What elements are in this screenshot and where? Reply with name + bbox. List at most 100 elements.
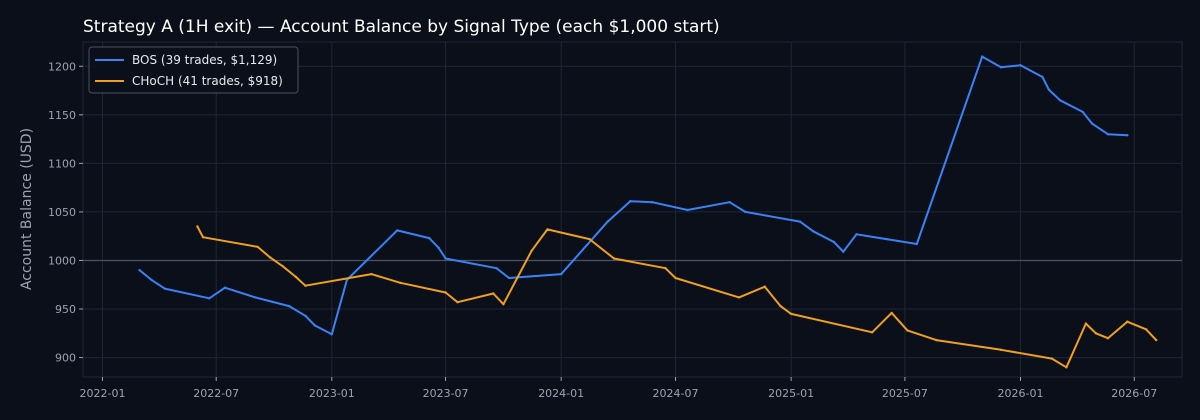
data-point-bos (1090, 122, 1094, 125)
data-point-choch (999, 348, 1003, 351)
data-point-choch (502, 303, 505, 306)
data-point-choch (444, 291, 447, 294)
axis-layer: 900 950 1000 1050 1100 1150 1200 2022-01 2022-07… (48, 60, 1157, 400)
data-point-bos (1047, 88, 1051, 91)
data-point-choch (674, 276, 677, 280)
data-point-bos (744, 210, 747, 214)
data-point-choch (294, 275, 298, 279)
data-point-choch (546, 228, 549, 231)
data-point-choch (871, 331, 874, 334)
data-point-choch (935, 338, 938, 342)
y-tick-label: 1150 (48, 109, 76, 122)
y-tick-label: 1100 (48, 157, 76, 170)
data-point-bos (999, 66, 1003, 69)
data-point-choch (201, 236, 205, 239)
data-point-bos (842, 250, 845, 253)
data-point-choch (612, 257, 616, 260)
data-point-bos (163, 287, 166, 290)
legend: BOS (39 trades, $1,129) CHoCH (41 trades… (88, 46, 299, 94)
data-point-bos (254, 296, 257, 299)
data-point-choch (530, 249, 533, 252)
data-point-bos (812, 230, 815, 233)
data-point-bos (1041, 75, 1044, 79)
x-tick-label: 2024-01 (538, 387, 584, 400)
data-point-bos (223, 286, 227, 289)
data-point-bos (855, 233, 858, 236)
data-point-choch (1155, 338, 1158, 342)
x-tick-label: 2026-07 (1111, 387, 1157, 400)
data-point-choch (1126, 320, 1129, 323)
x-tick-label: 2022-01 (79, 387, 125, 400)
data-point-choch (492, 292, 495, 295)
x-tick-label: 2023-07 (423, 387, 469, 400)
data-point-choch (281, 265, 284, 268)
x-tick-label: 2023-01 (309, 387, 355, 400)
data-point-choch (588, 237, 591, 241)
data-point-choch (269, 256, 272, 259)
data-point-bos (560, 272, 563, 276)
data-point-bos (728, 201, 731, 204)
y-tick-label: 950 (55, 303, 76, 316)
y-axis-title: Account Balance (USD) (19, 128, 35, 290)
data-point-choch (1050, 357, 1054, 360)
data-point-bos (330, 333, 333, 336)
data-point-bos (1019, 64, 1022, 67)
data-point-bos (313, 324, 317, 327)
data-point-bos (138, 269, 141, 272)
legend-label-bos: BOS (39 trades, $1,129) (132, 53, 277, 67)
x-tick-label: 2024-07 (653, 387, 699, 400)
data-point-bos (208, 297, 211, 300)
data-point-choch (779, 304, 782, 308)
data-point-bos (832, 240, 836, 244)
data-point-choch (664, 267, 667, 270)
plot-frame (82, 41, 1183, 378)
data-point-choch (1084, 322, 1088, 325)
data-point-choch (1106, 337, 1110, 340)
series-choch (196, 225, 1158, 369)
data-point-bos (396, 229, 399, 232)
data-point-choch (1094, 332, 1098, 335)
y-tick-label: 1050 (48, 206, 76, 219)
data-point-bos (1081, 110, 1084, 114)
data-point-bos (150, 278, 153, 282)
legend-label-choch: CHoCH (41 trades, $918) (132, 74, 283, 88)
data-point-bos (686, 208, 689, 212)
data-point-choch (456, 301, 459, 304)
data-point-bos (915, 242, 918, 246)
data-point-choch (890, 311, 893, 315)
data-point-choch (1065, 366, 1068, 369)
x-tick-label: 2022-07 (193, 387, 239, 400)
x-tick-label: 2025-01 (768, 387, 814, 400)
data-point-bos (629, 200, 632, 203)
data-point-bos (798, 220, 802, 223)
data-point-bos (981, 55, 984, 58)
x-tick-label: 2026-01 (998, 387, 1044, 400)
data-point-choch (196, 225, 199, 228)
data-point-choch (906, 329, 909, 332)
y-tick-label: 900 (55, 352, 76, 365)
data-point-bos (1106, 133, 1110, 136)
data-point-bos (1126, 134, 1129, 137)
x-tick-label: 2025-07 (882, 387, 928, 400)
series-line-bos (138, 55, 1128, 336)
y-tick-label: 1000 (48, 254, 76, 267)
data-point-choch (790, 312, 793, 316)
series-line-choch (196, 226, 1157, 369)
data-point-bos (437, 246, 440, 250)
data-point-choch (1145, 328, 1148, 331)
data-point-choch (399, 281, 402, 284)
data-point-choch (304, 284, 307, 287)
data-point-bos (287, 304, 291, 308)
series-bos (138, 55, 1129, 336)
data-point-bos (651, 201, 654, 204)
data-point-bos (507, 276, 511, 280)
data-point-bos (304, 314, 307, 317)
data-point-choch (737, 296, 741, 299)
data-point-bos (428, 236, 431, 240)
data-point-choch (370, 272, 373, 276)
data-point-bos (1058, 99, 1062, 102)
y-tick-label: 1200 (48, 60, 76, 73)
data-point-choch (763, 285, 766, 288)
